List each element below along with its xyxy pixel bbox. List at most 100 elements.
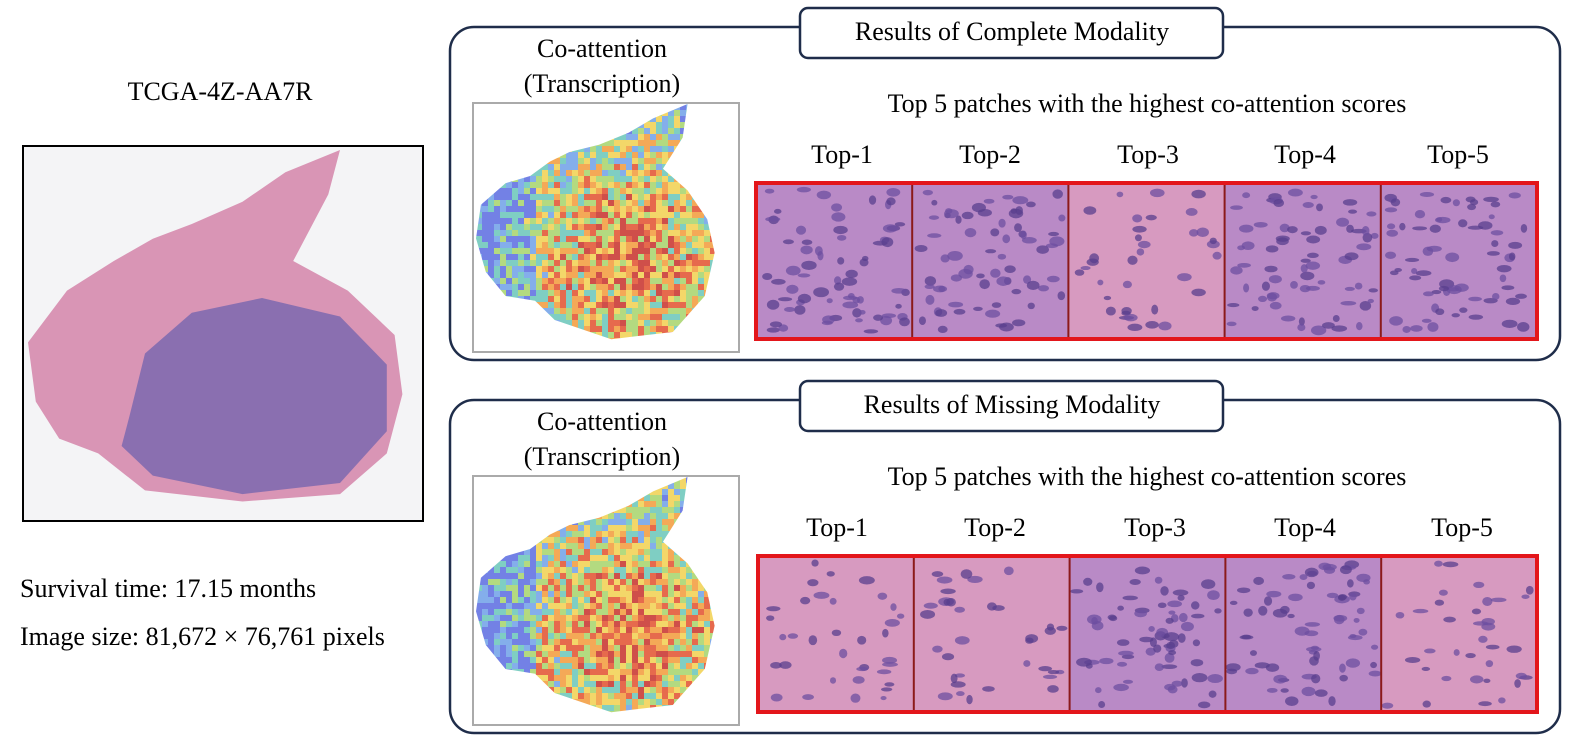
nucleus [1314,225,1327,235]
heatmap-cell [662,633,668,639]
heatmap-cell [584,158,590,164]
heatmap-cell [602,699,608,705]
nucleus [797,293,812,304]
nucleus [1525,585,1534,595]
heatmap-cell [644,651,650,657]
heatmap-cell [608,332,614,338]
heatmap-cell [686,254,692,260]
heatmap-cell [614,561,620,567]
heatmap-cell [632,272,638,278]
heatmap-cell [518,639,524,645]
nucleus [1344,252,1359,261]
heatmap-cell [656,561,662,567]
heatmap-cell [524,573,530,579]
heatmap-cell [590,164,596,170]
heatmap-cell [620,242,626,248]
heatmap-cell [626,525,632,531]
heatmap-cell [644,603,650,609]
heatmap-cell [590,591,596,597]
heatmap-cell [608,170,614,176]
heatmap-cell [500,615,506,621]
heatmap-cell [668,573,674,579]
nucleus [884,619,900,627]
nucleus [842,301,859,309]
heatmap-cell [566,531,572,537]
nucleus [1427,322,1439,332]
heatmap-cell [668,260,674,266]
heatmap-cell [590,525,596,531]
nucleus [801,260,817,271]
heatmap-cell [626,585,632,591]
heatmap-cell [668,579,674,585]
heatmap-cell [668,284,674,290]
heatmap-cell [638,585,644,591]
heatmap-cell [668,699,674,705]
heatmap-cell [500,242,506,248]
heatmap-cell [560,633,566,639]
nucleus [1421,666,1431,672]
nucleus [1189,229,1199,237]
heatmap-cell [518,236,524,242]
nucleus [956,691,965,697]
heatmap-cell [530,188,536,194]
heatmap-cell [590,627,596,633]
heatmap-cell [548,266,554,272]
heatmap-cell [698,609,704,615]
heatmap-cell [668,242,674,248]
heatmap-cell [560,224,566,230]
nucleus [1276,237,1289,246]
heatmap-cell [656,591,662,597]
nucleus [1056,625,1068,631]
heatmap-cell [614,206,620,212]
nucleus [784,307,796,312]
heatmap-cell [566,657,572,663]
heatmap-cell [608,639,614,645]
heatmap-cell [656,152,662,158]
nucleus [1134,234,1142,242]
heatmap-cell [596,621,602,627]
heatmap-cell [536,176,542,182]
heatmap-cell [572,164,578,170]
heatmap-cell [662,140,668,146]
heatmap-cell [542,296,548,302]
nucleus [1386,229,1399,237]
nucleus [1442,561,1459,568]
heatmap-cell [524,260,530,266]
heatmap-cell [674,200,680,206]
heatmap-cell [632,675,638,681]
nucleus [1251,306,1259,311]
heatmap-cell [674,254,680,260]
heatmap-cell [662,302,668,308]
nucleus [773,208,782,214]
heatmap-cell [626,591,632,597]
heatmap-cell [584,663,590,669]
heatmap-cell [674,615,680,621]
heatmap-cell [608,218,614,224]
nucleus [1515,293,1527,299]
heatmap-cell [572,260,578,266]
heatmap-cell [590,278,596,284]
heatmap-cell [596,224,602,230]
heatmap-cell [566,573,572,579]
heatmap-cell [584,248,590,254]
heatmap-cell [662,176,668,182]
nucleus [1149,188,1165,198]
heatmap-cell [674,591,680,597]
heatmap-cell [536,278,542,284]
heatmap-cell [644,158,650,164]
heatmap-cell [686,567,692,573]
heatmap-cell [626,549,632,555]
nucleus [831,629,842,637]
heatmap-cell [632,537,638,543]
heatmap-cell [566,290,572,296]
nucleus [1483,196,1499,202]
heatmap-cell [644,260,650,266]
nucleus [881,237,894,248]
patch-label: Top-3 [1117,140,1179,169]
heatmap-cell [572,525,578,531]
heatmap-cell [536,669,542,675]
heatmap-cell [488,230,494,236]
nucleus [1486,251,1500,256]
heatmap-cell [662,501,668,507]
heatmap-cell [584,537,590,543]
